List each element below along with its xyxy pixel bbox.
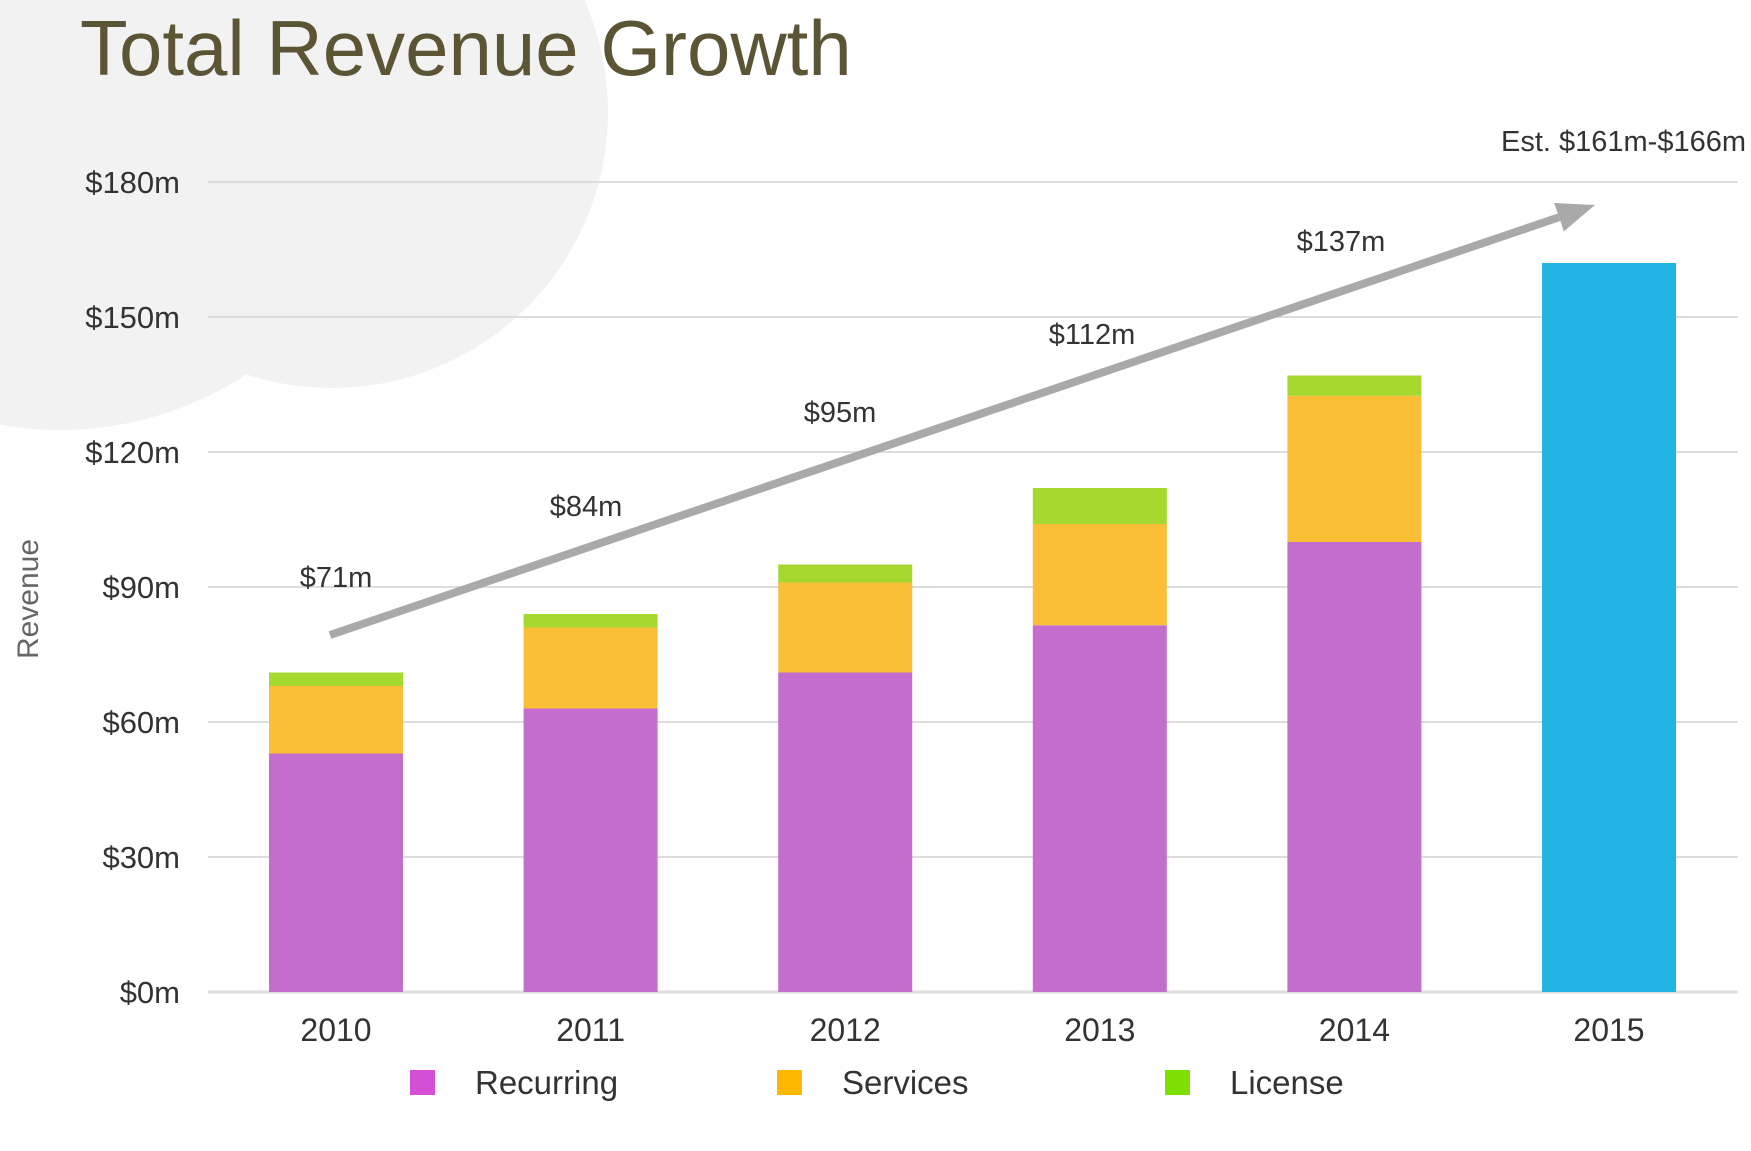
legend-label-services: Services: [842, 1064, 969, 1101]
total-label-2012: $95m: [804, 397, 877, 429]
y-tick-label: $0m: [120, 975, 180, 1010]
bar-license-2014: [1287, 375, 1422, 396]
y-tick-label: $30m: [102, 840, 180, 875]
y-tick-label: $180m: [85, 165, 180, 200]
grid-lines: [208, 181, 1738, 994]
bar-recurring-2014: [1287, 542, 1422, 992]
legend: Recurring Services License: [410, 1064, 1344, 1101]
bar-recurring-2013: [1032, 625, 1167, 992]
trend-arrow: [328, 203, 1595, 639]
legend-label-license: License: [1230, 1064, 1344, 1101]
background-decoration: [0, 0, 608, 430]
y-tick-label: $90m: [102, 570, 180, 605]
legend-swatch-recurring: [410, 1070, 435, 1095]
x-tick-label-2010: 2010: [300, 1012, 371, 1048]
bar-recurring-2011: [523, 708, 658, 992]
x-axis-categories: 2010 2011 2012 2013 2014 2015: [300, 1012, 1644, 1048]
chart-title: Total Revenue Growth: [80, 4, 852, 92]
bar-estimate-2015: [1542, 263, 1676, 992]
total-label-2011: $84m: [550, 491, 623, 523]
total-label-2013: $112m: [1049, 319, 1136, 351]
bar-license-2012: [778, 564, 913, 583]
bar-license-2011: [523, 614, 658, 628]
background-circle-small: [56, 0, 608, 388]
bar-recurring-2010: [269, 753, 403, 992]
x-tick-label-2011: 2011: [556, 1012, 625, 1048]
total-label-2014: $137m: [1297, 226, 1386, 258]
legend-swatch-services: [777, 1070, 802, 1095]
total-label-2010: $71m: [300, 562, 373, 594]
bar-services-2013: [1032, 524, 1167, 626]
x-tick-label-2015: 2015: [1573, 1012, 1644, 1048]
bar-license-2010: [269, 672, 403, 686]
bars: [269, 263, 1676, 992]
y-tick-label: $60m: [102, 705, 180, 740]
bar-license-2013: [1032, 488, 1167, 524]
y-axis-ticks: $0m $30m $60m $90m $120m $150m $180m: [85, 165, 180, 1010]
y-tick-label: $150m: [85, 300, 180, 335]
bar-services-2012: [778, 582, 913, 673]
legend-label-recurring: Recurring: [475, 1064, 618, 1101]
trend-arrow-line: [328, 213, 1561, 639]
y-tick-label: $120m: [85, 435, 180, 470]
total-labels: $71m $84m $95m $112m $137m Est. $161m-$166m: [300, 126, 1746, 594]
bar-services-2011: [523, 627, 658, 709]
trend-arrow-head: [1554, 203, 1595, 232]
x-tick-label-2014: 2014: [1319, 1012, 1390, 1048]
legend-swatch-license: [1165, 1070, 1190, 1095]
x-tick-label-2012: 2012: [810, 1012, 881, 1048]
bar-services-2014: [1287, 395, 1422, 542]
y-axis-label: Revenue: [12, 539, 45, 659]
bar-services-2010: [269, 686, 403, 754]
estimate-label: Est. $161m-$166m: [1501, 126, 1746, 158]
x-tick-label-2013: 2013: [1064, 1012, 1135, 1048]
bar-recurring-2012: [778, 672, 913, 992]
